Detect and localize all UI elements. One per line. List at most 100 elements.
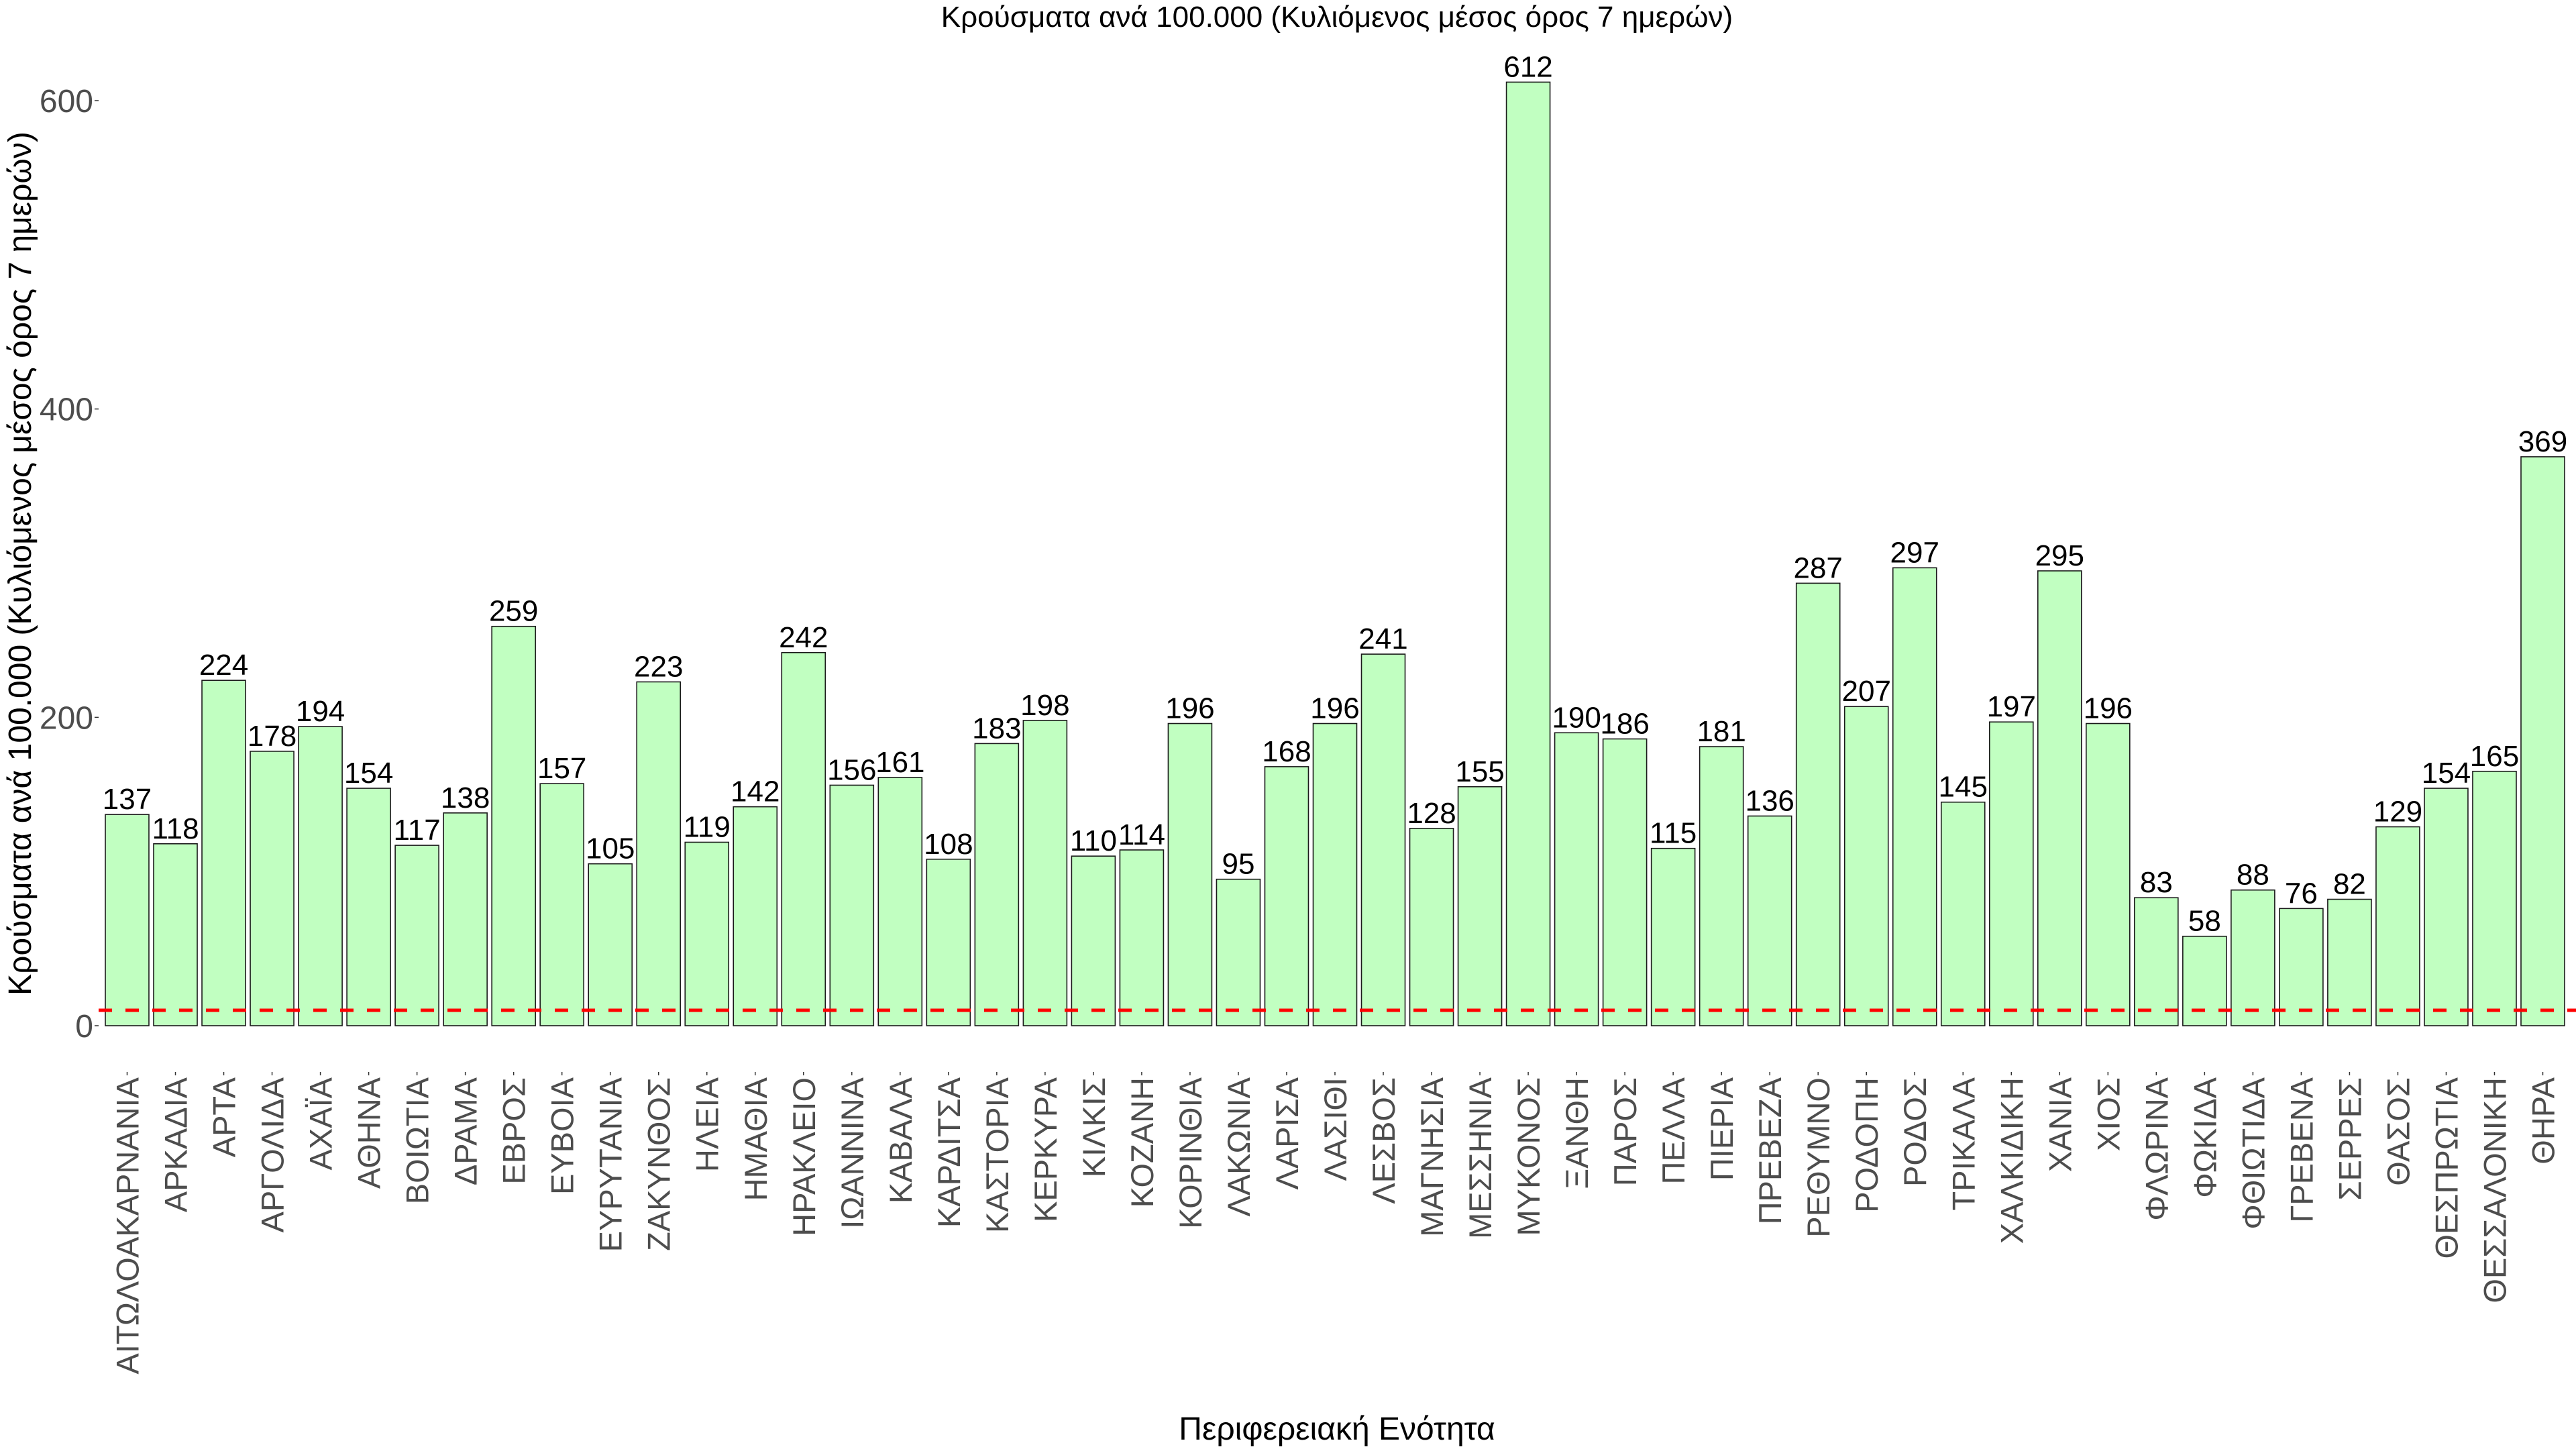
data-label: 83: [2140, 866, 2173, 899]
data-label: 154: [344, 757, 393, 790]
x-tick-label: ΛΑΡΙΣΑ: [1269, 1077, 1305, 1189]
data-label: 196: [1310, 692, 1359, 725]
x-tick-label: ΑΘΗΝΑ: [352, 1077, 387, 1189]
x-tick-label: ΘΑΣΟΣ: [2380, 1077, 2416, 1186]
x-tick-label: ΑΧΑΪΑ: [303, 1077, 339, 1170]
data-label: 207: [1842, 675, 1891, 708]
data-label: 287: [1793, 551, 1842, 584]
data-label: 178: [248, 720, 297, 753]
bar: [2086, 722, 2131, 1026]
bar: [298, 726, 343, 1026]
x-tick-label: ΙΩΑΝΝΙΝΑ: [835, 1077, 870, 1228]
data-label: 369: [2518, 425, 2567, 458]
x-tick-label: ΚΟΡΙΝΘΙΑ: [1173, 1077, 1208, 1228]
data-label: 161: [875, 746, 924, 779]
data-label: 82: [2333, 868, 2366, 901]
bar: [829, 784, 875, 1026]
bar: [636, 681, 682, 1026]
x-tick-label: ΗΛΕΙΑ: [690, 1077, 725, 1172]
data-label: 241: [1358, 623, 1407, 655]
data-label: 194: [296, 695, 345, 728]
bar: [1795, 582, 1841, 1026]
data-label: 612: [1503, 50, 1552, 83]
x-tick-label: ΧΑΝΙΑ: [2042, 1077, 2078, 1172]
bar: [926, 858, 971, 1026]
y-tick-label: 600: [40, 84, 93, 119]
data-label: 190: [1552, 701, 1601, 734]
data-label: 155: [1455, 755, 1504, 788]
data-label: 88: [2237, 859, 2269, 892]
bar: [684, 841, 730, 1026]
bar: [1360, 653, 1406, 1026]
x-tick-label: ΔΡΑΜΑ: [448, 1077, 484, 1185]
x-tick-label: ΑΡΚΑΔΙΑ: [158, 1077, 194, 1212]
x-tick-label: ΚΕΡΚΥΡΑ: [1028, 1077, 1063, 1222]
x-tick-label: ΚΑΒΑΛΑ: [883, 1077, 918, 1203]
y-tick-label: 400: [40, 392, 93, 428]
bar: [1892, 567, 1937, 1026]
data-label: 181: [1697, 715, 1746, 748]
data-label: 198: [1020, 689, 1069, 722]
data-label: 137: [103, 783, 152, 816]
bar: [1167, 722, 1213, 1026]
x-tick-label: ΡΟΔΟΣ: [1897, 1077, 1933, 1187]
x-tick-label: ΜΑΓΝΗΣΙΑ: [1414, 1077, 1450, 1236]
x-tick-label: ΡΟΔΟΠΗ: [1849, 1077, 1884, 1213]
x-tick-label: ΛΕΣΒΟΣ: [1366, 1077, 1401, 1204]
x-tick-label: ΕΥΡΥΤΑΝΙΑ: [593, 1077, 629, 1252]
bar: [1650, 847, 1696, 1026]
x-tick-label: ΘΕΣΣΑΛΟΝΙΚΗ: [2477, 1077, 2512, 1303]
bar: [1505, 81, 1551, 1026]
data-label: 95: [1222, 848, 1254, 881]
bar: [2231, 889, 2275, 1026]
bar: [1457, 786, 1503, 1026]
data-label: 108: [924, 828, 973, 861]
data-label: 259: [489, 595, 538, 628]
bar: [2375, 826, 2420, 1026]
x-tick-label: ΗΡΑΚΛΕΙΟ: [786, 1077, 822, 1236]
bar: [2327, 898, 2372, 1026]
data-label: 295: [2035, 539, 2084, 572]
bar: [1071, 855, 1116, 1026]
bar: [877, 777, 923, 1026]
data-label: 183: [972, 712, 1021, 745]
bars-group: [105, 81, 2565, 1026]
data-label: 117: [394, 814, 441, 847]
data-label: 128: [1407, 797, 1456, 830]
bar: [443, 812, 488, 1026]
x-tick-label: ΖΑΚΥΝΘΟΣ: [641, 1077, 677, 1251]
bar: [1554, 732, 1599, 1026]
y-tick-label: 200: [40, 700, 93, 736]
data-label: 224: [199, 649, 248, 682]
bar: [153, 843, 198, 1026]
bar: [2520, 456, 2565, 1026]
data-label: 58: [2188, 905, 2221, 938]
bar: [201, 680, 246, 1026]
x-tick-label: ΑΙΤΩΛΟΑΚΑΡΝΑΝΙΑ: [110, 1077, 146, 1374]
bar: [1940, 801, 1986, 1026]
data-label: 196: [1165, 692, 1214, 725]
x-tick-label: ΤΡΙΚΑΛΑ: [1945, 1077, 1981, 1210]
data-label: 138: [441, 782, 490, 814]
x-tick-label: ΒΟΙΩΤΙΑ: [400, 1077, 435, 1204]
data-label: 157: [537, 752, 586, 785]
bar: [346, 788, 391, 1026]
bar: [1119, 849, 1165, 1026]
bar: [2182, 935, 2227, 1026]
data-label: 142: [731, 775, 780, 808]
x-tick-label: ΑΡΤΑ: [207, 1077, 242, 1157]
x-tick-label: ΡΕΘΥΜΝΟ: [1801, 1077, 1836, 1238]
data-labels-group: 1371182241781941541171382591571052231191…: [103, 50, 2567, 937]
y-tick-label: 0: [75, 1009, 93, 1044]
bar: [2037, 570, 2082, 1026]
x-tick-label: ΚΑΡΔΙΤΣΑ: [931, 1077, 967, 1228]
x-tick-label: ΜΕΣΣΗΝΙΑ: [1462, 1077, 1498, 1239]
data-label: 110: [1070, 824, 1117, 857]
bar: [1409, 828, 1454, 1026]
x-tick-label: ΧΙΟΣ: [2090, 1077, 2126, 1151]
data-label: 118: [152, 812, 199, 845]
x-tick-label: ΗΜΑΘΙΑ: [738, 1077, 773, 1201]
bar: [1602, 738, 1648, 1026]
data-label: 154: [2422, 757, 2471, 790]
